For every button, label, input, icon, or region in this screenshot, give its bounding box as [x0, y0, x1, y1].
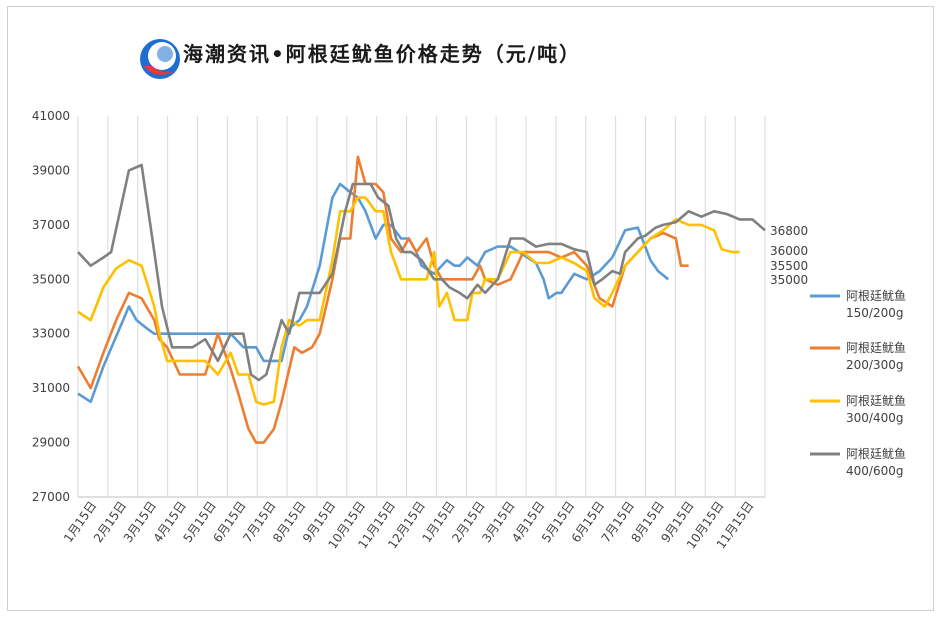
end-value-label: 35500 — [770, 259, 808, 273]
end-value-label: 35000 — [770, 273, 808, 287]
series-line — [77, 163, 766, 382]
series-line — [77, 182, 670, 404]
y-tick-label: 35000 — [32, 272, 70, 286]
y-tick-label: 41000 — [32, 109, 70, 123]
series-lines — [76, 155, 766, 444]
legend-label: 400/600g — [846, 464, 903, 478]
y-tick-label: 31000 — [32, 381, 70, 395]
haichao-logo-icon — [140, 39, 180, 79]
legend-label: 阿根廷鱿鱼 — [846, 446, 906, 461]
legend-label: 阿根廷鱿鱼 — [846, 393, 906, 408]
y-tick-label: 27000 — [32, 490, 70, 504]
y-axis-ticks: 41000 39000 37000 35000 33000 31000 29000 27000 — [32, 109, 70, 504]
chart-title: 海潮资讯•阿根廷鱿鱼价格走势（元/吨） — [183, 42, 582, 66]
y-tick-label: 37000 — [32, 218, 70, 232]
series-line — [77, 196, 740, 406]
legend-label: 阿根廷鱿鱼 — [846, 340, 906, 355]
x-axis-ticks: 1月15日2月15日3月15日4月15日5月15日6月15日7月15日8月15日… — [61, 499, 757, 552]
y-tick-label: 39000 — [32, 163, 70, 177]
y-tick-label: 33000 — [32, 327, 70, 341]
legend-label: 200/300g — [846, 358, 903, 372]
legend-label: 150/200g — [846, 306, 903, 320]
series-line — [76, 155, 689, 444]
end-value-label: 36000 — [770, 244, 808, 258]
legend-label: 阿根廷鱿鱼 — [846, 288, 906, 303]
grid-lines — [77, 116, 766, 498]
end-value-label: 36800 — [770, 224, 808, 238]
legend: 阿根廷鱿鱼 150/200g 阿根廷鱿鱼 200/300g 阿根廷鱿鱼 300/400g 阿… — [810, 288, 906, 478]
y-tick-label: 29000 — [32, 436, 70, 450]
legend-label: 300/400g — [846, 411, 903, 425]
